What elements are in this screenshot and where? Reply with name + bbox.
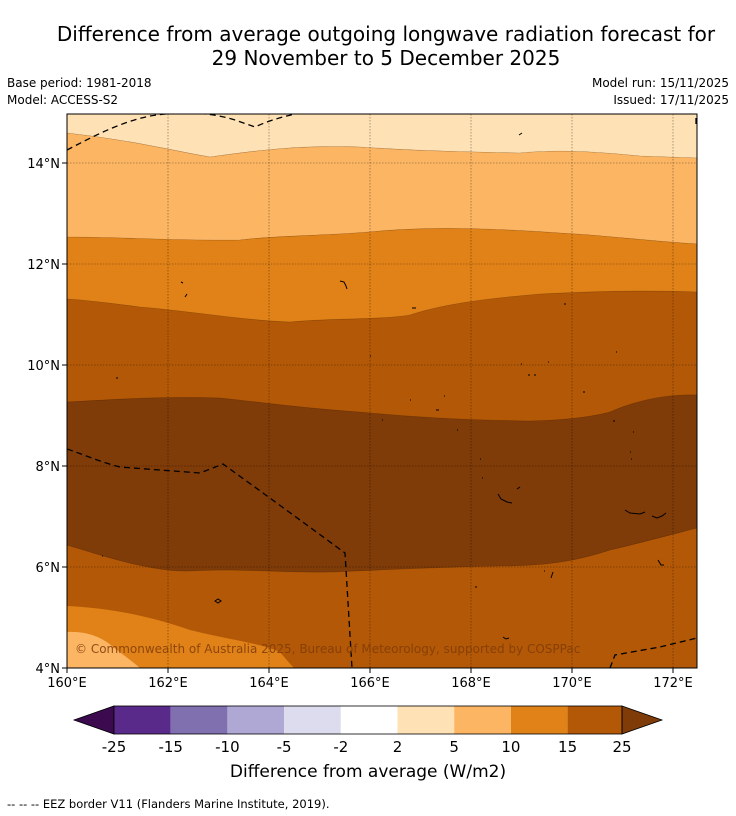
colorbar-segment — [397, 706, 455, 734]
lon-tick-label: 168°E — [451, 676, 491, 691]
colorbar-arrow-min — [72, 705, 115, 735]
lon-tick-label: 166°E — [350, 676, 390, 691]
colorbar-label: -5 — [276, 738, 292, 756]
lon-axis: 160°E 162°E 164°E 166°E 168°E 170°E 172°… — [47, 668, 693, 691]
model-name: Model: ACCESS-S2 — [7, 93, 119, 107]
colorbar-label: 15 — [558, 738, 578, 756]
eez-legend: -- -- -- EEZ border V11 (Flanders Marine… — [7, 797, 330, 811]
lat-tick-label: 10°N — [27, 359, 60, 374]
colorbar-label: -10 — [215, 738, 240, 756]
band-5-10-corner — [67, 631, 140, 668]
lon-tick-label: 162°E — [148, 676, 188, 691]
colorbar-label: 25 — [612, 738, 632, 756]
colorbar-segment — [114, 706, 171, 734]
lat-axis: 4°N 6°N 8°N 10°N 12°N 14°N — [27, 157, 67, 677]
colorbar-segment — [170, 706, 228, 734]
lon-tick-label: 160°E — [47, 676, 87, 691]
eez-borders — [67, 114, 697, 668]
lon-tick-label: 164°E — [249, 676, 289, 691]
islands — [102, 132, 667, 640]
colorbar-label: 10 — [501, 738, 521, 756]
band-5-10 — [67, 133, 697, 244]
band-10-15-north — [67, 228, 697, 322]
map-plot-area — [67, 114, 697, 668]
colorbar-label: 2 — [392, 738, 403, 756]
band-2-5 — [67, 114, 697, 158]
lon-tick-label: 170°E — [552, 676, 592, 691]
copyright-note: © Commonwealth of Australia 2025, Bureau… — [75, 642, 580, 656]
colorbar-label: -2 — [333, 738, 349, 756]
lat-tick-label: 14°N — [27, 157, 60, 172]
band-25-plus — [67, 394, 697, 573]
lat-tick-label: 6°N — [36, 561, 61, 576]
lat-tick-label: 4°N — [36, 662, 61, 677]
colorbar-segment — [227, 706, 285, 734]
lon-tick-label: 172°E — [653, 676, 693, 691]
title-line-2: 29 November to 5 December 2025 — [211, 46, 561, 70]
gridlines — [67, 114, 697, 668]
colorbar-arrow-max — [621, 705, 664, 735]
colorbar-label: -25 — [101, 738, 127, 756]
colorbar-segment — [340, 706, 398, 734]
contour-lines — [67, 132, 697, 573]
lat-tick-label: 8°N — [36, 460, 61, 475]
colorbar-label: 5 — [449, 738, 459, 756]
colorbar-segment — [284, 706, 341, 734]
map-frame — [66, 113, 698, 669]
base-period: Base period: 1981-2018 — [7, 76, 152, 90]
title-line-1: Difference from average outgoing longwav… — [56, 22, 716, 46]
colorbar-segment — [510, 706, 568, 734]
lat-tick-label: 12°N — [27, 258, 60, 273]
issued-date: Issued: 17/11/2025 — [613, 93, 729, 107]
model-run: Model run: 15/11/2025 — [591, 76, 729, 90]
colorbar-segment — [454, 706, 511, 734]
colorbar — [72, 705, 664, 735]
band-10-15-south — [67, 606, 294, 668]
colorbar-label: -15 — [158, 738, 183, 756]
colorbar-title: Difference from average (W/m2) — [229, 762, 507, 782]
colorbar-frame — [113, 705, 623, 735]
colorbar-segment — [567, 706, 622, 734]
